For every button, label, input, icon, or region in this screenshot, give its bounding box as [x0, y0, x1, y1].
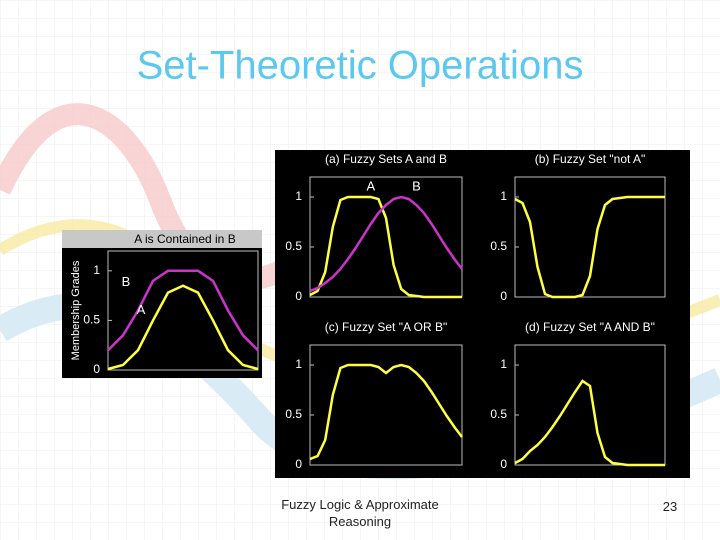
- series-line: [309, 195, 462, 299]
- series-line: [514, 195, 665, 299]
- y-axis-label: Membership Grades: [70, 260, 82, 360]
- chart-title: (a) Fuzzy Sets A and B: [325, 152, 447, 166]
- series-label: A: [366, 178, 375, 193]
- y-tick-label: 0.5: [285, 239, 302, 253]
- series-label: A: [137, 302, 146, 317]
- y-tick-label: 0.5: [83, 313, 100, 327]
- series-line: [309, 363, 463, 461]
- series-line: [309, 195, 463, 293]
- plot-frame: [309, 176, 463, 298]
- chart-title: A is Contained in B: [134, 232, 235, 246]
- series-line: [514, 379, 665, 467]
- series-line: [107, 284, 259, 371]
- y-tick-label: 0: [295, 289, 302, 303]
- plot-frame: [107, 250, 259, 371]
- chart-title: (b) Fuzzy Set "not A": [535, 152, 646, 166]
- y-tick-label: 1: [500, 357, 507, 371]
- footer: Fuzzy Logic & Approximate Reasoning: [281, 497, 439, 529]
- plot-frame: [309, 344, 463, 466]
- series-label: B: [412, 178, 421, 193]
- y-tick-label: 0.5: [285, 407, 302, 421]
- y-tick-label: 1: [93, 263, 100, 277]
- y-tick-label: 0.5: [490, 239, 507, 253]
- plot-frame: [514, 176, 666, 298]
- chart-title: (d) Fuzzy Set "A AND B": [525, 320, 655, 334]
- plot-frame: [514, 344, 666, 466]
- y-tick-label: 1: [295, 357, 302, 371]
- figure-panel: [275, 150, 690, 478]
- y-tick-label: 0: [500, 457, 507, 471]
- series-line: [107, 269, 259, 352]
- y-tick-label: 0: [93, 362, 100, 376]
- figure-panel-header: [62, 230, 262, 248]
- y-tick-label: 0.5: [490, 407, 507, 421]
- page-number: 23: [662, 499, 678, 514]
- y-tick-label: 1: [500, 189, 507, 203]
- series-label: B: [122, 274, 131, 289]
- chart-title: (c) Fuzzy Set "A OR B": [325, 320, 448, 334]
- y-tick-label: 0: [295, 457, 302, 471]
- slide-title: Set-Theoretic Operations: [137, 44, 584, 88]
- y-tick-label: 1: [295, 189, 302, 203]
- y-tick-label: 0: [500, 289, 507, 303]
